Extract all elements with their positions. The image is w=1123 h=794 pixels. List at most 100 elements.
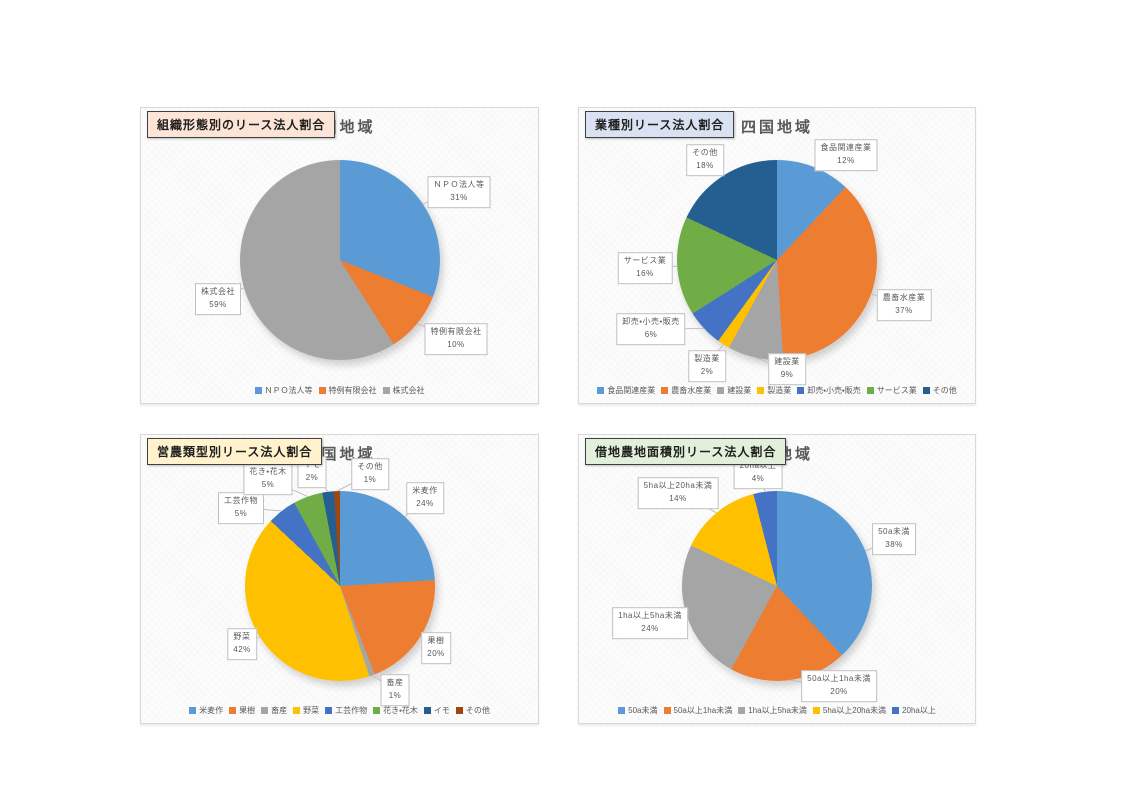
data-label-value: 9% [780,370,794,379]
data-label-value: 42% [233,645,251,654]
legend-label: 米麦作 [199,706,224,715]
legend-swatch-icon [661,387,669,394]
data-label-callout: 5ha以上20ha未満 14% [637,477,719,509]
data-label-value: 12% [837,156,855,165]
legend-item: 野菜 [293,705,319,716]
legend-label: サービス業 [876,386,917,395]
legend-swatch-icon [618,707,626,714]
data-label-name: 50a以上1ha未満 [807,674,871,684]
legend-item: 50a未満 [618,705,658,716]
legend-label: 卸売・小売・販売 [807,386,861,395]
data-label-value: 5% [261,480,275,489]
chart-panel-leased-area: 借地農地面積別リース法人割合 四国地域 50a未満50a以上1ha未満1ha以上… [578,434,976,724]
legend-item: サービス業 [866,385,917,396]
data-label-value: 14% [669,494,687,503]
pie-chart [244,491,435,681]
legend-item: 株式会社 [382,385,425,396]
legend-label: 50a以上1ha未満 [673,706,733,715]
legend-label: 20ha以上 [902,706,936,715]
data-label-value: 5% [234,509,248,518]
legend-label: 1ha以上5ha未満 [748,706,807,715]
data-label-value: 2% [305,473,319,482]
legend-label: 製造業 [767,386,792,395]
data-label-value: 59% [209,300,227,309]
legend: ＮＰＯ法人等 特例有限会社 株式会社 [141,385,538,396]
legend-label: 5ha以上20ha未満 [822,706,887,715]
legend-item: 畜産 [261,705,287,716]
legend-swatch-icon [757,387,765,394]
legend-label: 花き・花木 [383,706,418,715]
data-label-name: 卸売・小売・販売 [622,317,680,327]
legend-swatch-icon [866,387,874,394]
data-label-name: 農畜水産業 [882,293,926,303]
legend-swatch-icon [597,387,605,394]
legend-swatch-icon [318,387,326,394]
legend-label: 果樹 [239,706,256,715]
data-label-callout: その他 1% [351,458,389,490]
data-label-value: 31% [450,193,468,202]
legend-label: 畜産 [271,706,288,715]
data-label-name: 花き・花木 [249,467,287,477]
data-label-name: その他 [692,148,718,158]
legend-item: 農畜水産業 [661,385,711,396]
legend-swatch-icon [922,387,930,394]
data-label-value: 1% [363,475,377,484]
data-label-name: サービス業 [623,256,667,266]
legend-label: ＮＰＯ法人等 [264,386,313,395]
chart-title: 四国地域 [740,119,813,136]
legend-swatch-icon [382,387,390,394]
legend-item: 卸売・小売・販売 [797,385,861,396]
legend-item: 工芸作物 [325,705,367,716]
data-label-callout: 建設業 9% [768,353,806,385]
legend-item: イモ [423,705,450,716]
chart-panel-organization-form: 組織形態別のリース法人割合 四国地域 ＮＰＯ法人等 特例有限会社 株式会社 ＮＰＯ法… [140,107,539,404]
legend-item: 5ha以上20ha未満 [812,705,887,716]
legend-item: その他 [922,385,957,396]
data-label-value: 24% [641,624,659,633]
data-label-name: 野菜 [233,632,251,642]
legend-item: 20ha以上 [892,705,936,716]
chart-badge: 営農類型別リース法人割合 [147,438,323,465]
legend-label: その他 [465,706,490,715]
data-label-name: 建設業 [774,357,800,367]
data-label-name: 特例有限会社 [430,327,482,337]
data-label-callout: 果樹 20% [421,632,451,664]
data-label-callout: 花き・花木 5% [243,463,293,495]
data-label-value: 6% [644,330,658,339]
legend-item: ＮＰＯ法人等 [254,385,313,396]
legend-item: 米麦作 [189,705,223,716]
legend-label: 食品関連産業 [607,386,656,395]
data-label-callout: 50a未満 38% [872,523,916,555]
chart-badge: 借地農地面積別リース法人割合 [585,438,787,465]
legend-label: 50a未満 [628,706,658,715]
data-label-callout: サービス業 16% [617,252,673,284]
legend-swatch-icon [189,707,197,714]
legend-swatch-icon [812,707,820,714]
legend-item: 1ha以上5ha未満 [738,705,807,716]
data-label-name: 株式会社 [201,287,235,297]
data-label-callout: その他 18% [686,144,724,176]
legend: 50a未満 50a以上1ha未満 1ha以上5ha未満 5ha以上20ha未満 20ha… [579,705,975,716]
pie-chart [677,160,877,360]
legend-item: 50a以上1ha未満 [663,705,733,716]
data-label-callout: ＮＰＯ法人等 31% [427,176,491,208]
legend-swatch-icon [325,707,333,714]
data-label-callout: 特例有限会社 10% [424,323,488,355]
data-label-name: 畜産 [386,678,404,688]
data-label-callout: 工芸作物 5% [218,492,264,524]
legend-swatch-icon [797,387,805,394]
legend: 食品関連産業 農畜水産業 建設業 製造業 卸売・小売・販売 サービス業 その他 [579,385,975,396]
data-label-name: その他 [357,462,383,472]
data-label-callout: 1ha以上5ha未満 24% [612,607,688,639]
legend-swatch-icon [717,387,725,394]
data-label-name: 製造業 [694,354,720,364]
legend-item: その他 [455,705,490,716]
data-label-value: 20% [830,687,848,696]
legend-swatch-icon [455,707,463,714]
data-label-name: 20ha以上 [739,461,777,471]
legend-item: 特例有限会社 [318,385,377,396]
legend-swatch-icon [663,707,671,714]
data-label-name: 米麦作 [412,486,438,496]
data-label-name: ＮＰＯ法人等 [433,180,485,190]
legend-swatch-icon [423,707,431,714]
